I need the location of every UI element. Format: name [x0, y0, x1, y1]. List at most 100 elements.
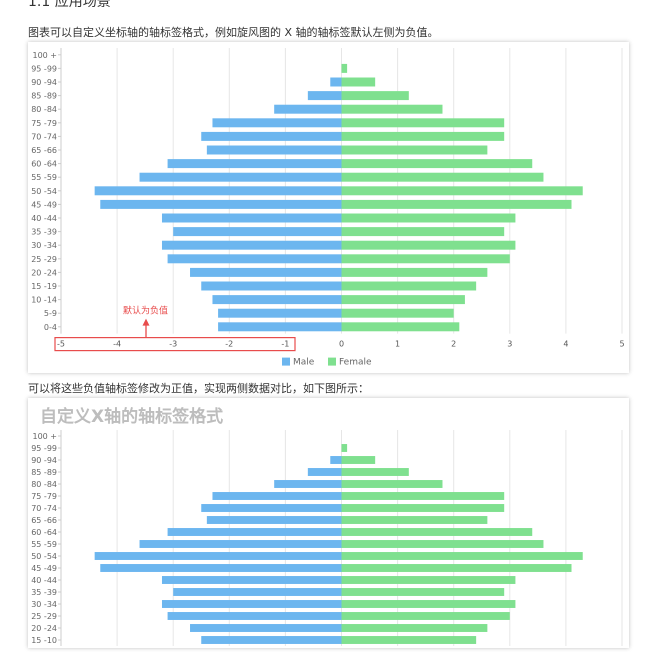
- y-tick-label: 85 -89: [31, 92, 57, 101]
- x-tick-label: -1: [281, 340, 289, 349]
- bar-female: [341, 240, 516, 250]
- bar-female: [341, 308, 454, 318]
- bar-male: [206, 145, 342, 155]
- y-tick-label: 55 -59: [31, 540, 57, 549]
- bar-male: [206, 516, 342, 524]
- y-tick-label: 75 -79: [31, 119, 57, 128]
- y-tick-label: 10 -14: [31, 296, 57, 305]
- bar-female: [341, 456, 376, 464]
- y-tick-label: 35 -39: [31, 228, 57, 237]
- legend-label: Female: [339, 358, 372, 368]
- followup-paragraph: 可以将这些负值轴标签修改为正值，实现两侧数据对比，如下图所示：: [28, 382, 369, 395]
- chart-default-labels: 100 + 95 -99 90 -94 85 -89 80 -84 75 -79 70 -7…: [28, 42, 629, 373]
- annotation-arrow-head: [142, 318, 150, 326]
- y-tick-label: 90 -94: [31, 78, 57, 87]
- bar-female: [341, 444, 348, 452]
- bar-male: [274, 104, 342, 114]
- legend-label: Male: [293, 358, 315, 368]
- y-tick-label: 50 -54: [31, 552, 57, 561]
- bar-male: [161, 240, 342, 250]
- x-tick-label: -4: [113, 340, 121, 349]
- bar-female: [341, 145, 488, 155]
- y-tick-label: 25 -29: [31, 255, 57, 264]
- bar-female: [341, 159, 533, 169]
- y-tick-label: 45 -49: [31, 200, 57, 209]
- y-tick-label: 20 -24: [31, 268, 57, 277]
- bar-male: [167, 612, 342, 620]
- bar-female: [341, 199, 572, 209]
- y-tick-label: 85 -89: [31, 468, 57, 477]
- y-tick-label: 30 -34: [31, 600, 57, 609]
- bar-male: [218, 322, 342, 332]
- bar-female: [341, 281, 477, 291]
- bar-female: [341, 528, 533, 536]
- bar-female: [341, 492, 505, 500]
- bar-female: [341, 213, 516, 223]
- bar-male: [173, 227, 342, 237]
- chart-1-svg: 100 + 95 -99 90 -94 85 -89 80 -84 75 -79 70 -7…: [31, 48, 625, 368]
- bar-female: [341, 254, 510, 264]
- x-tick-label: -2: [225, 340, 233, 349]
- x-tick-label: 5: [619, 340, 624, 349]
- x-tick-label: -5: [57, 340, 65, 349]
- bar-male: [201, 281, 342, 291]
- bar-male: [139, 172, 342, 182]
- y-tick-label: 35 -39: [31, 588, 57, 597]
- bar-female: [341, 186, 583, 196]
- bar-female: [341, 227, 505, 237]
- bar-male: [212, 295, 342, 305]
- bar-female: [341, 63, 348, 73]
- bar-female: [341, 77, 376, 87]
- bar-female: [341, 624, 488, 632]
- bar-female: [341, 564, 572, 572]
- bar-female: [341, 588, 505, 596]
- negative-labels-highlight-box: [54, 337, 296, 352]
- y-tick-label: 95 -99: [31, 444, 57, 453]
- bar-female: [341, 322, 460, 332]
- y-tick-label: 70 -74: [31, 504, 57, 513]
- bar-male: [173, 588, 342, 596]
- bar-male: [167, 528, 342, 536]
- bar-female: [341, 516, 488, 524]
- y-tick-label: 20 -24: [31, 624, 57, 633]
- bar-male: [139, 540, 342, 548]
- y-tick-label: 95 -99: [31, 64, 57, 73]
- bar-male: [100, 199, 342, 209]
- bar-male: [274, 480, 342, 488]
- bar-female: [341, 104, 443, 114]
- bar-female: [341, 504, 505, 512]
- y-tick-label: 100 +: [32, 51, 57, 60]
- bar-male: [330, 77, 342, 87]
- x-tick-label: 3: [507, 340, 512, 349]
- bar-male: [167, 159, 342, 169]
- bar-female: [341, 118, 505, 128]
- bar-male: [94, 552, 342, 560]
- y-tick-label: 70 -74: [31, 132, 57, 141]
- bar-female: [341, 540, 544, 548]
- bar-female: [341, 552, 583, 560]
- bar-female: [341, 612, 510, 620]
- bar-male: [218, 308, 342, 318]
- bar-male: [161, 576, 342, 584]
- bar-female: [341, 131, 505, 141]
- bar-female: [341, 172, 544, 182]
- y-tick-label: 75 -79: [31, 492, 57, 501]
- bar-male: [161, 213, 342, 223]
- x-tick-label: 2: [451, 340, 456, 349]
- bar-male: [190, 624, 342, 632]
- bar-female: [341, 600, 516, 608]
- bar-male: [201, 504, 342, 512]
- bar-female: [341, 295, 465, 305]
- bar-male: [330, 456, 342, 464]
- y-tick-label: 0-4: [44, 323, 57, 332]
- bar-male: [167, 254, 342, 264]
- y-tick-label: 100 +: [32, 432, 57, 441]
- section-heading: 1.1 应用场景: [28, 0, 111, 10]
- annotation-text: 默认为负值: [123, 305, 168, 317]
- y-tick-label: 65 -66: [31, 516, 57, 525]
- bar-male: [201, 636, 342, 644]
- x-tick-label: 1: [395, 340, 400, 349]
- x-tick-label: 4: [563, 340, 568, 349]
- y-tick-label: 40 -44: [31, 214, 57, 223]
- chart-2-svg: 100 + 95 -99 90 -94 85 -89 80 -84 75 -79 70 -7…: [31, 430, 623, 646]
